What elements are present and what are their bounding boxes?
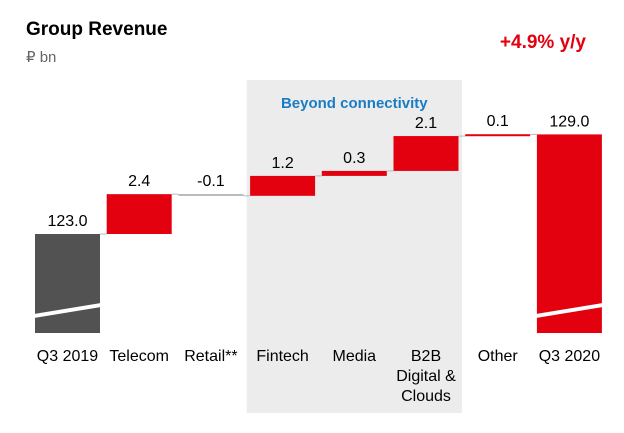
value-label-media: 0.3 [343, 150, 365, 167]
bar-fintech [250, 175, 316, 196]
category-label-other: Other [478, 348, 519, 365]
bar-other [465, 134, 531, 137]
category-label-b2b-digital-clouds: Clouds [401, 388, 451, 405]
bar-retail [178, 193, 244, 196]
beyond-connectivity-band [246, 80, 462, 413]
category-label-fintech: Fintech [256, 348, 308, 365]
value-label-fintech: 1.2 [271, 155, 293, 172]
category-label-b2b-digital-clouds: B2B [411, 348, 441, 365]
bar-b2b-digital-clouds [393, 136, 459, 171]
value-label-other: 0.1 [487, 113, 509, 130]
value-label-q3-2020: 129.0 [549, 113, 589, 130]
axis-break-mark [535, 303, 603, 318]
category-label-media: Media [333, 348, 377, 365]
value-label-retail: -0.1 [197, 173, 225, 190]
category-label-b2b-digital-clouds: Digital & [396, 368, 456, 385]
bar-media [321, 170, 387, 176]
axis-break-mark [34, 303, 101, 318]
value-label-q3-2019: 123.0 [47, 213, 87, 230]
bar-q3-2020 [536, 134, 602, 333]
chart-title: Group Revenue [26, 19, 167, 40]
category-label-q3-2020: Q3 2020 [539, 348, 600, 365]
yoy-change: +4.9% y/y [500, 32, 587, 53]
category-label-telecom: Telecom [109, 348, 169, 365]
value-label-b2b-digital-clouds: 2.1 [415, 115, 437, 132]
unit-label: ₽ bn [26, 49, 56, 66]
band-label: Beyond connectivity [281, 95, 428, 112]
category-label-retail: Retail** [184, 348, 237, 365]
bar-telecom [106, 194, 172, 234]
value-label-telecom: 2.4 [128, 173, 150, 190]
category-label-q3-2019: Q3 2019 [37, 348, 98, 365]
bar-q3-2019 [35, 234, 100, 333]
